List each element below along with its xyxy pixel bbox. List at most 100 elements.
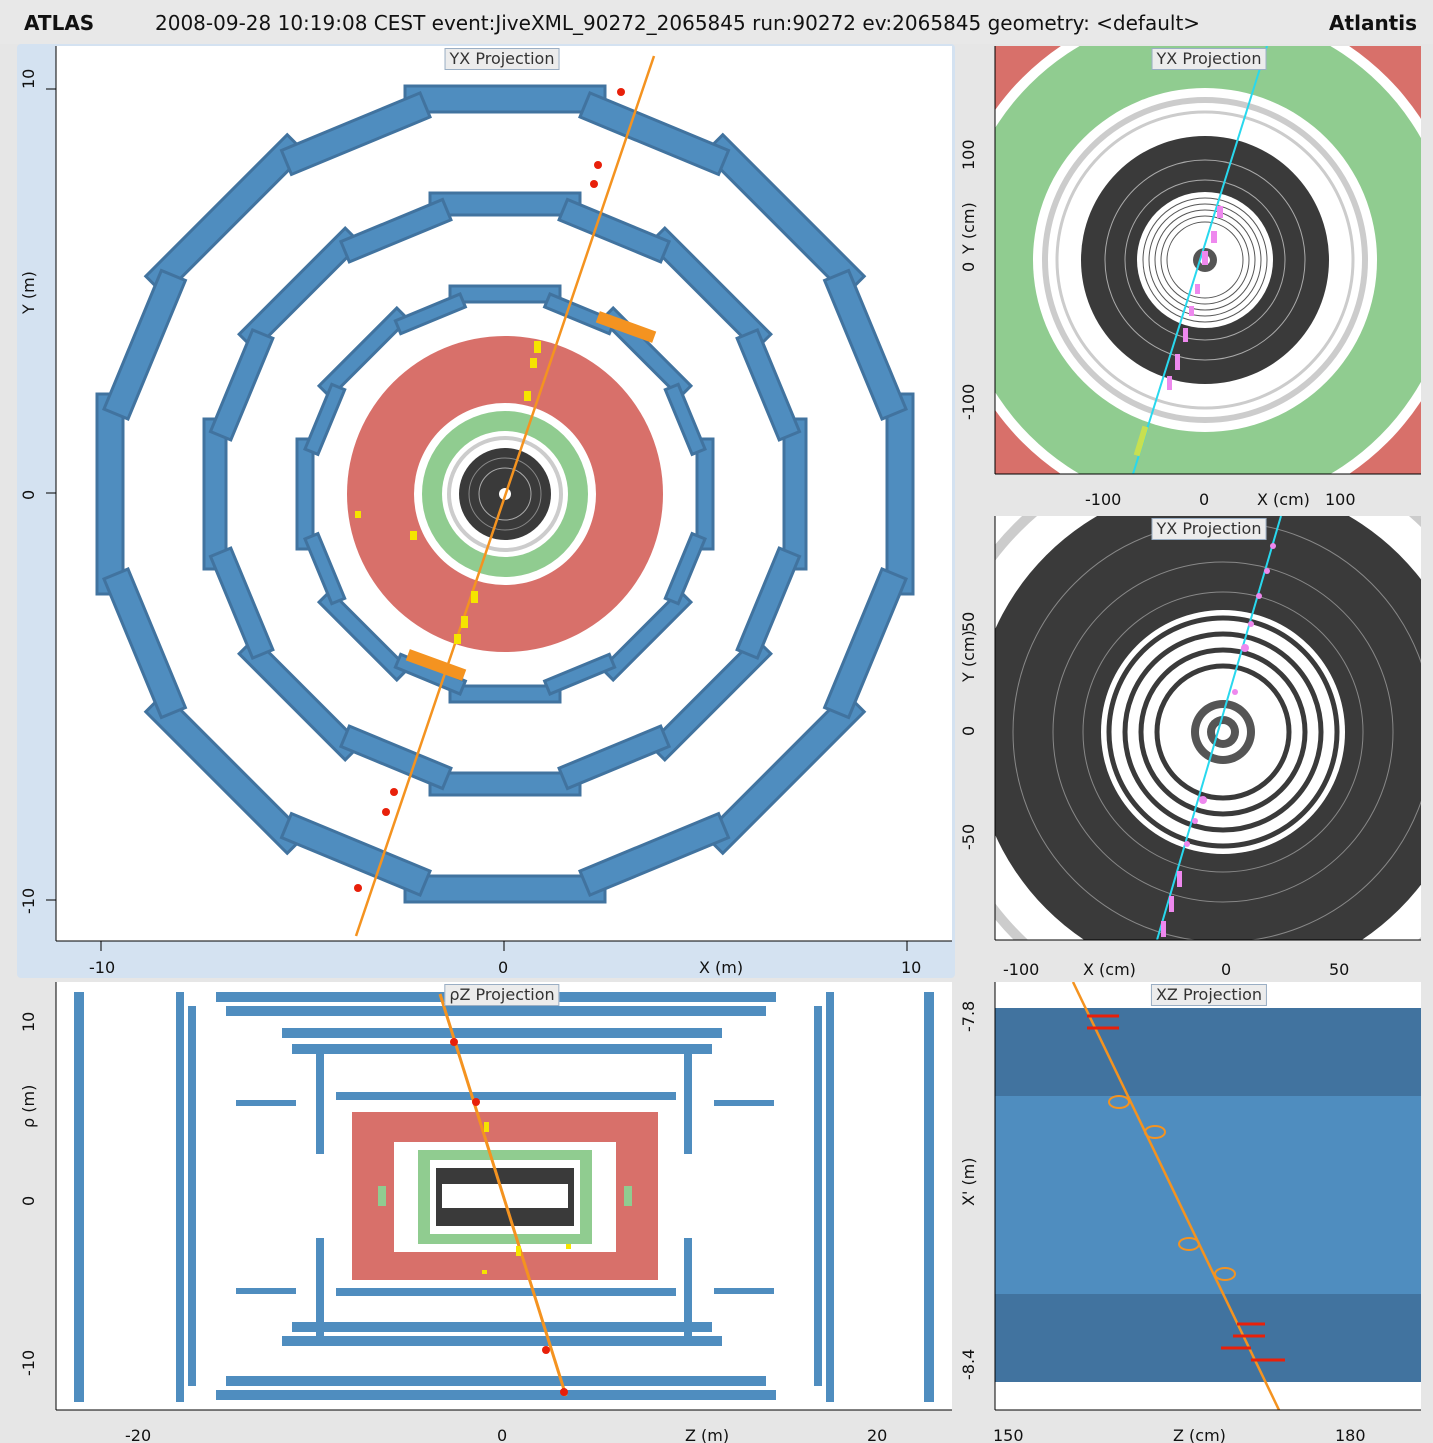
bottom-right-xtick-180: 180: [1335, 1426, 1366, 1443]
main-yx-panel[interactable]: YX Projection -10 0 10 X (m) 10 0 -10 Y …: [17, 44, 955, 978]
muon-track: [1071, 982, 1281, 1410]
muon-track: [438, 993, 568, 1397]
top-right-ytick-100: 100: [959, 139, 978, 170]
calorimeter-clusters: [482, 1122, 571, 1274]
bottom-left-ytick-0: 0: [19, 1195, 38, 1206]
muon-chamber: [663, 531, 707, 606]
top-right-yx-panel[interactable]: YX Projection -100 0 X (cm) 100 100 Y (c…: [955, 44, 1433, 514]
muon-chamber: [578, 811, 731, 897]
top-right-xtick-neg100: -100: [1085, 490, 1122, 509]
track-hits: [354, 88, 625, 892]
bottom-left-xtick-neg20: -20: [125, 1426, 152, 1443]
muon-chamber: [714, 1288, 774, 1294]
main-yx-plot[interactable]: [56, 46, 952, 941]
mid-right-xlabel: X (cm): [1083, 960, 1136, 979]
muon-chamber: [684, 1238, 692, 1338]
top-right-yx-plot[interactable]: [995, 46, 1421, 474]
mid-right-ytick-50: 50: [959, 611, 978, 632]
muon-chamber: [822, 268, 908, 421]
muon-chamber: [303, 531, 347, 606]
muon-chamber: [448, 284, 562, 304]
muon-chamber: [393, 292, 468, 336]
muon-chamber: [338, 724, 453, 791]
muon-chamber: [822, 567, 908, 720]
bottom-left-rhoz-panel[interactable]: ρZ Projection -20 0 Z (m) 20 10 ρ (m) 0 …: [17, 980, 955, 1443]
app-name: ATLAS: [24, 11, 95, 35]
muon-chamber: [292, 1044, 712, 1054]
main-yx-drawing: [95, 55, 915, 937]
trt-ring: [468, 457, 542, 531]
mid-right-yx-plot[interactable]: [995, 516, 1421, 940]
muon-chamber: [279, 91, 432, 177]
muon-chamber: [74, 992, 84, 1402]
muon-chamber: [336, 1092, 676, 1100]
event-info: 2008-09-28 10:19:08 CEST event:JiveXML_9…: [155, 11, 1201, 35]
muon-chamber: [279, 811, 432, 897]
mid-right-ylabel: Y (cm): [959, 630, 978, 682]
top-right-xlabel: X (cm): [1257, 490, 1310, 509]
status-header: ATLAS 2008-09-28 10:19:08 CEST event:Jiv…: [0, 0, 1433, 44]
brand-name: Atlantis: [1329, 11, 1417, 35]
bottom-right-ytick-neg7-8: -7.8: [959, 1000, 978, 1032]
muon-chamber: [557, 197, 672, 264]
bottom-left-axes: [55, 982, 952, 1411]
bottom-right-xz-plot[interactable]: [995, 982, 1421, 1410]
muon-chamber-lower: [995, 1294, 1421, 1382]
drift-circles: [1108, 1095, 1236, 1281]
muon-chamber: [282, 1336, 722, 1346]
pixel-hits: [1167, 206, 1223, 390]
muon-chamber: [208, 327, 275, 442]
muon-chamber: [292, 1322, 712, 1332]
track-hits: [450, 1038, 568, 1396]
bottom-left-xtick-20: 20: [867, 1426, 888, 1443]
main-ylabel: Y (m): [19, 271, 38, 314]
muon-chamber: [102, 268, 188, 421]
muon-chamber: [735, 546, 802, 661]
bottom-left-ytick-neg10: -10: [19, 1349, 38, 1376]
muon-chamber: [599, 588, 694, 683]
top-right-ytick-neg100: -100: [959, 383, 978, 420]
top-right-axes: [994, 46, 1421, 475]
bottom-left-ytick-10: 10: [19, 1011, 38, 1032]
muon-chamber: [336, 1288, 676, 1296]
bottom-right-axes: [994, 982, 1421, 1411]
muon-chamber: [102, 567, 188, 720]
muon-chamber: [316, 1054, 324, 1154]
bottom-left-rhoz-plot[interactable]: [56, 982, 952, 1410]
top-right-ylabel: Y (cm): [959, 202, 978, 254]
main-ytick-0: 0: [19, 489, 38, 500]
mid-right-yx-drawing: [995, 516, 1421, 940]
mid-right-xtick-0: 0: [1221, 960, 1232, 979]
muon-chamber: [557, 724, 672, 791]
mid-right-yx-panel[interactable]: YX Projection -100 X (cm) 0 50 Y (cm) 50…: [955, 514, 1433, 980]
muon-chamber: [695, 437, 715, 551]
muon-track: [354, 55, 656, 937]
muon-chamber: [684, 1054, 692, 1154]
muon-chamber: [295, 437, 315, 551]
main-ytick-10: 10: [19, 68, 38, 89]
main-ytick-neg10: -10: [19, 887, 38, 914]
muon-chamber: [208, 546, 275, 661]
main-xtick-10: 10: [901, 958, 922, 977]
bottom-right-xz-panel[interactable]: XZ Projection 150 Z (cm) 180 -7.8 X' (m)…: [955, 980, 1433, 1443]
bottom-right-xz-title: XZ Projection: [1150, 984, 1268, 1006]
muon-chamber: [542, 652, 617, 696]
muon-chamber: [814, 1006, 822, 1386]
cyan-track: [1132, 46, 1268, 474]
muon-chamber: [735, 327, 802, 442]
muon-chamber-upper: [995, 1008, 1421, 1096]
top-right-xtick-100: 100: [1325, 490, 1356, 509]
cyan-track: [1156, 516, 1282, 940]
muon-chamber: [188, 1006, 196, 1386]
muon-chamber: [303, 382, 347, 457]
muon-chamber: [216, 1390, 776, 1400]
mid-right-axes: [994, 516, 1421, 941]
muon-chamber: [316, 1238, 324, 1338]
main-yx-axes: [46, 46, 952, 951]
muon-chamber: [176, 992, 184, 1402]
muon-chamber: [226, 1376, 766, 1386]
muon-chamber: [226, 1006, 766, 1016]
bottom-right-ylabel: X' (m): [959, 1157, 978, 1206]
muon-chamber: [316, 588, 411, 683]
mid-right-yx-title: YX Projection: [1151, 518, 1267, 540]
